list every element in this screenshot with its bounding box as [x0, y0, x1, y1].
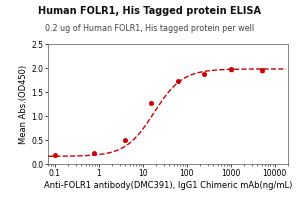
Text: Human FOLR1, His Tagged protein ELISA: Human FOLR1, His Tagged protein ELISA	[38, 6, 262, 16]
X-axis label: Anti-FOLR1 antibody(DMC391), IgG1 Chimeric mAb(ng/mL): Anti-FOLR1 antibody(DMC391), IgG1 Chimer…	[44, 181, 292, 190]
Y-axis label: Mean Abs.(OD450): Mean Abs.(OD450)	[19, 64, 28, 144]
Text: 0.2 ug of Human FOLR1, His tagged protein per well: 0.2 ug of Human FOLR1, His tagged protei…	[45, 24, 255, 33]
